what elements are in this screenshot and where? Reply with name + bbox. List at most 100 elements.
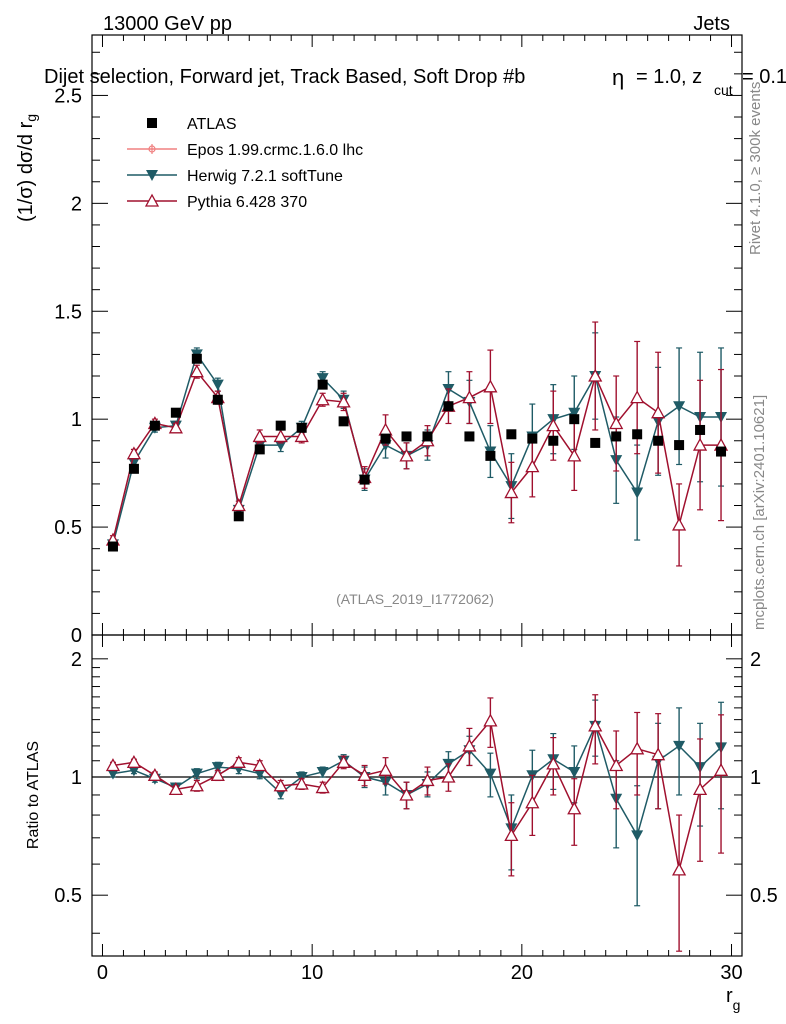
atlas-point	[401, 431, 412, 442]
main-y-tick-label: 0	[71, 625, 82, 647]
atlas-point	[107, 541, 118, 552]
pythia-ratio-point	[588, 718, 603, 732]
selection-params: = 1.0, z	[636, 66, 702, 88]
pythia-point	[168, 420, 183, 434]
atlas-point	[569, 414, 580, 425]
pythia-ratio-point	[567, 801, 582, 815]
pythia-ratio-point	[252, 758, 267, 772]
herwig-ratio-point	[211, 762, 224, 774]
ratio-y-tick-label: 2	[71, 649, 82, 671]
pythia-point	[273, 429, 288, 443]
main-plot-layer	[105, 321, 729, 567]
atlas-point	[296, 422, 307, 433]
herwig-ratio-point	[106, 768, 119, 780]
ratio-y-tick-label-right: 1	[750, 767, 761, 789]
pythia-ratio-point	[692, 782, 708, 796]
pythia-ratio-point	[713, 762, 729, 776]
legend-herwig-marker	[146, 170, 158, 181]
pythia-point	[483, 379, 498, 393]
ratio-plot-layer	[92, 694, 742, 952]
pythia-point	[672, 517, 687, 531]
ratio-y-tick-label-right: 0.5	[750, 885, 778, 907]
herwig-ratio-point	[568, 766, 581, 778]
pythia-ratio-point	[378, 762, 393, 776]
main-y-axis-label-text: (1/σ) dσ/d r	[15, 121, 37, 222]
pythia-ratio-point	[273, 778, 288, 792]
herwig-point	[127, 457, 140, 469]
herwig-ratio-point	[316, 766, 329, 778]
atlas-point	[653, 435, 664, 446]
pythia-point	[315, 392, 330, 406]
herwig-ratio-point	[253, 768, 266, 780]
legend-epos-label: Epos 1.99.crmc.1.6.0 lhc	[187, 142, 363, 159]
x-axis-label-sub: g	[733, 997, 741, 1013]
pythia-point	[378, 422, 393, 436]
atlas-point	[149, 420, 160, 431]
herwig-point	[631, 487, 644, 499]
atlas-point	[485, 450, 496, 461]
pythia-point	[588, 368, 603, 382]
pythia-ratio-point	[210, 767, 225, 781]
pythia-ratio-point	[441, 769, 456, 783]
pythia-ratio-point	[315, 780, 330, 794]
atlas-point	[275, 420, 286, 431]
ratio-y-tick-label: 0.5	[54, 885, 82, 907]
zcut-tail: = 0.1	[742, 66, 786, 88]
mcplots-label: mcplots.cern.ch [arXiv:2401.10621]	[751, 395, 768, 630]
pythia-ratio-point	[168, 782, 183, 796]
category-label: Jets	[693, 13, 730, 35]
ratio-y-tick-label-right: 2	[750, 649, 761, 671]
herwig-point	[568, 407, 581, 419]
main-y-tick-label: 1	[71, 409, 82, 431]
ratio-y-tick-label: 1	[71, 767, 82, 789]
main-y-tick-label: 2	[71, 193, 82, 215]
x-tick-label: 20	[511, 962, 533, 984]
herwig-point	[316, 373, 329, 385]
pythia-ratio-point	[630, 741, 645, 755]
pythia-ratio-point	[399, 787, 414, 801]
herwig-ratio-point	[484, 768, 497, 780]
pythia-ratio-point	[672, 862, 687, 876]
selection-title: Dijet selection, Forward jet, Track Base…	[44, 66, 525, 88]
atlas-point	[695, 424, 706, 435]
atlas-point	[527, 433, 538, 444]
atlas-point	[191, 353, 202, 364]
pythia-point	[630, 390, 645, 404]
pythia-ratio-point	[126, 754, 142, 768]
pythia-ratio-point	[231, 754, 246, 768]
herwig-line	[112, 352, 722, 545]
legend-entry-herwig: Herwig 7.2.1 softTune	[127, 168, 343, 185]
atlas-point	[674, 440, 685, 451]
main-y-tick-label: 2.5	[54, 85, 82, 107]
selection-beta-glyph: η	[612, 65, 624, 90]
legend: ATLAS Epos 1.99.crmc.1.6.0 lhc Herwig 7.…	[127, 116, 363, 211]
x-axis-label: rg	[726, 985, 740, 1013]
legend-atlas-label: ATLAS	[187, 116, 237, 133]
atlas-point	[170, 407, 181, 418]
energy-label: 13000 GeV pp	[103, 13, 232, 35]
pythia-ratio-point	[483, 713, 498, 727]
pythia-point	[231, 498, 246, 512]
pythia-point	[336, 394, 351, 408]
pythia-ratio-point	[651, 747, 666, 761]
atlas-point	[632, 429, 643, 440]
atlas-point	[422, 431, 433, 442]
main-y-axis-label: (1/σ) dσ/d rg	[15, 114, 39, 222]
legend-atlas-marker	[147, 118, 157, 128]
atlas-point	[443, 401, 454, 412]
atlas-point	[590, 437, 601, 448]
pythia-point	[189, 364, 204, 378]
atlas-point	[464, 431, 475, 442]
atlas-point	[716, 446, 727, 457]
herwig-ratio-line	[112, 723, 722, 838]
x-tick-label: 30	[720, 962, 742, 984]
herwig-ratio-point	[631, 830, 644, 842]
pythia-ratio-line	[112, 719, 722, 871]
legend-entry-atlas: ATLAS	[147, 116, 237, 133]
pythia-point	[126, 446, 142, 460]
atlas-point	[380, 433, 391, 444]
atlas-point	[254, 444, 265, 455]
atlas-point	[317, 379, 328, 390]
pythia-ratio-point	[609, 758, 624, 772]
pythia-point	[567, 448, 582, 462]
